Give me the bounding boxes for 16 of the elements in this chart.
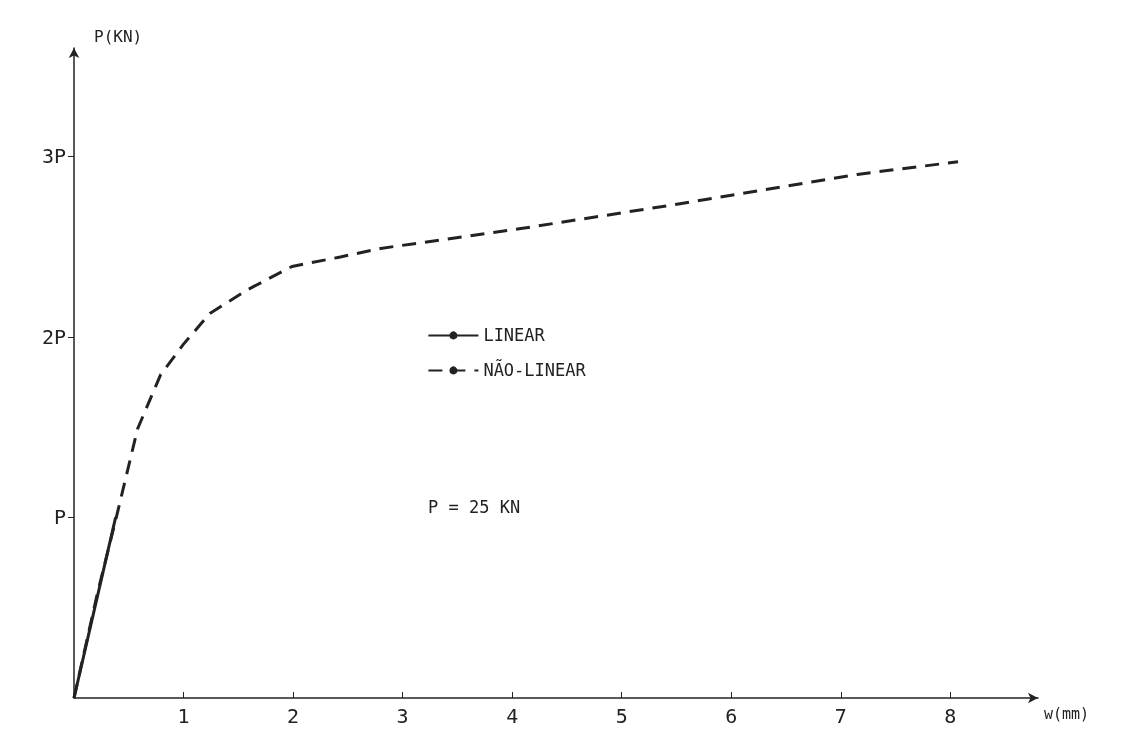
x-tick-label: 3 [396, 704, 409, 728]
legend-label: LINEAR [483, 325, 546, 346]
x-axis-title: w(mm) [1044, 704, 1090, 723]
annotation: P = 25 KN [428, 496, 521, 517]
x-tick-label: 2 [287, 704, 300, 728]
x-tick-label: 4 [506, 704, 519, 728]
x-tick-label: 1 [177, 704, 190, 728]
y-tick-label: P [53, 505, 66, 530]
x-tick-label: 7 [834, 704, 847, 728]
y-tick-label: 2P [41, 324, 66, 349]
x-tick-label: 5 [615, 704, 628, 728]
x-tick-label: 8 [944, 704, 957, 728]
y-axis-title: P(KN) [94, 26, 143, 46]
legend-label: NÃO-LINEAR [483, 359, 587, 381]
x-tick-label: 6 [725, 704, 738, 728]
y-tick-label: 3P [41, 144, 66, 169]
